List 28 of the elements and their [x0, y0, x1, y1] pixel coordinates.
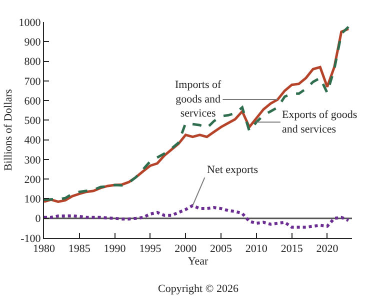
y-tick-label: 500	[24, 115, 42, 128]
x-tick-label: 2005	[210, 243, 233, 256]
x-tick-label: 1980	[33, 243, 56, 256]
x-tick-label: 2020	[316, 243, 339, 256]
x-tick-label: 1985	[68, 243, 91, 256]
y-tick-label: 0	[35, 213, 42, 226]
y-tick-label: 800	[24, 56, 42, 68]
y-tick-label: 700	[24, 76, 42, 88]
annotation: Net exports	[207, 164, 258, 176]
y-tick-label: 300	[24, 154, 42, 166]
y-tick-label: 400	[24, 134, 42, 147]
y-tick-label: 200	[24, 174, 42, 186]
y-tick-label: 900	[24, 36, 42, 48]
y-tick-label: 600	[24, 95, 42, 108]
x-tick-label: 1995	[139, 243, 162, 256]
x-axis-title: Year	[188, 255, 208, 268]
y-tick-label: 100	[24, 194, 42, 206]
x-tick-label: 1990	[104, 243, 126, 256]
x-tick-label: 2015	[280, 243, 304, 256]
text: Copyright © 2026	[158, 283, 239, 295]
y-tick-label: -100	[20, 232, 42, 245]
y-tick-label: 1000	[18, 16, 42, 29]
x-tick-label: 2000	[174, 243, 198, 256]
annotation: Exports of goods and services	[282, 109, 358, 136]
line-series	[44, 204, 350, 229]
annotation: Imports of goods and services	[175, 79, 222, 120]
y-axis-title: Billions of Dollars	[2, 89, 14, 171]
x-tick-label: 2010	[245, 243, 268, 256]
